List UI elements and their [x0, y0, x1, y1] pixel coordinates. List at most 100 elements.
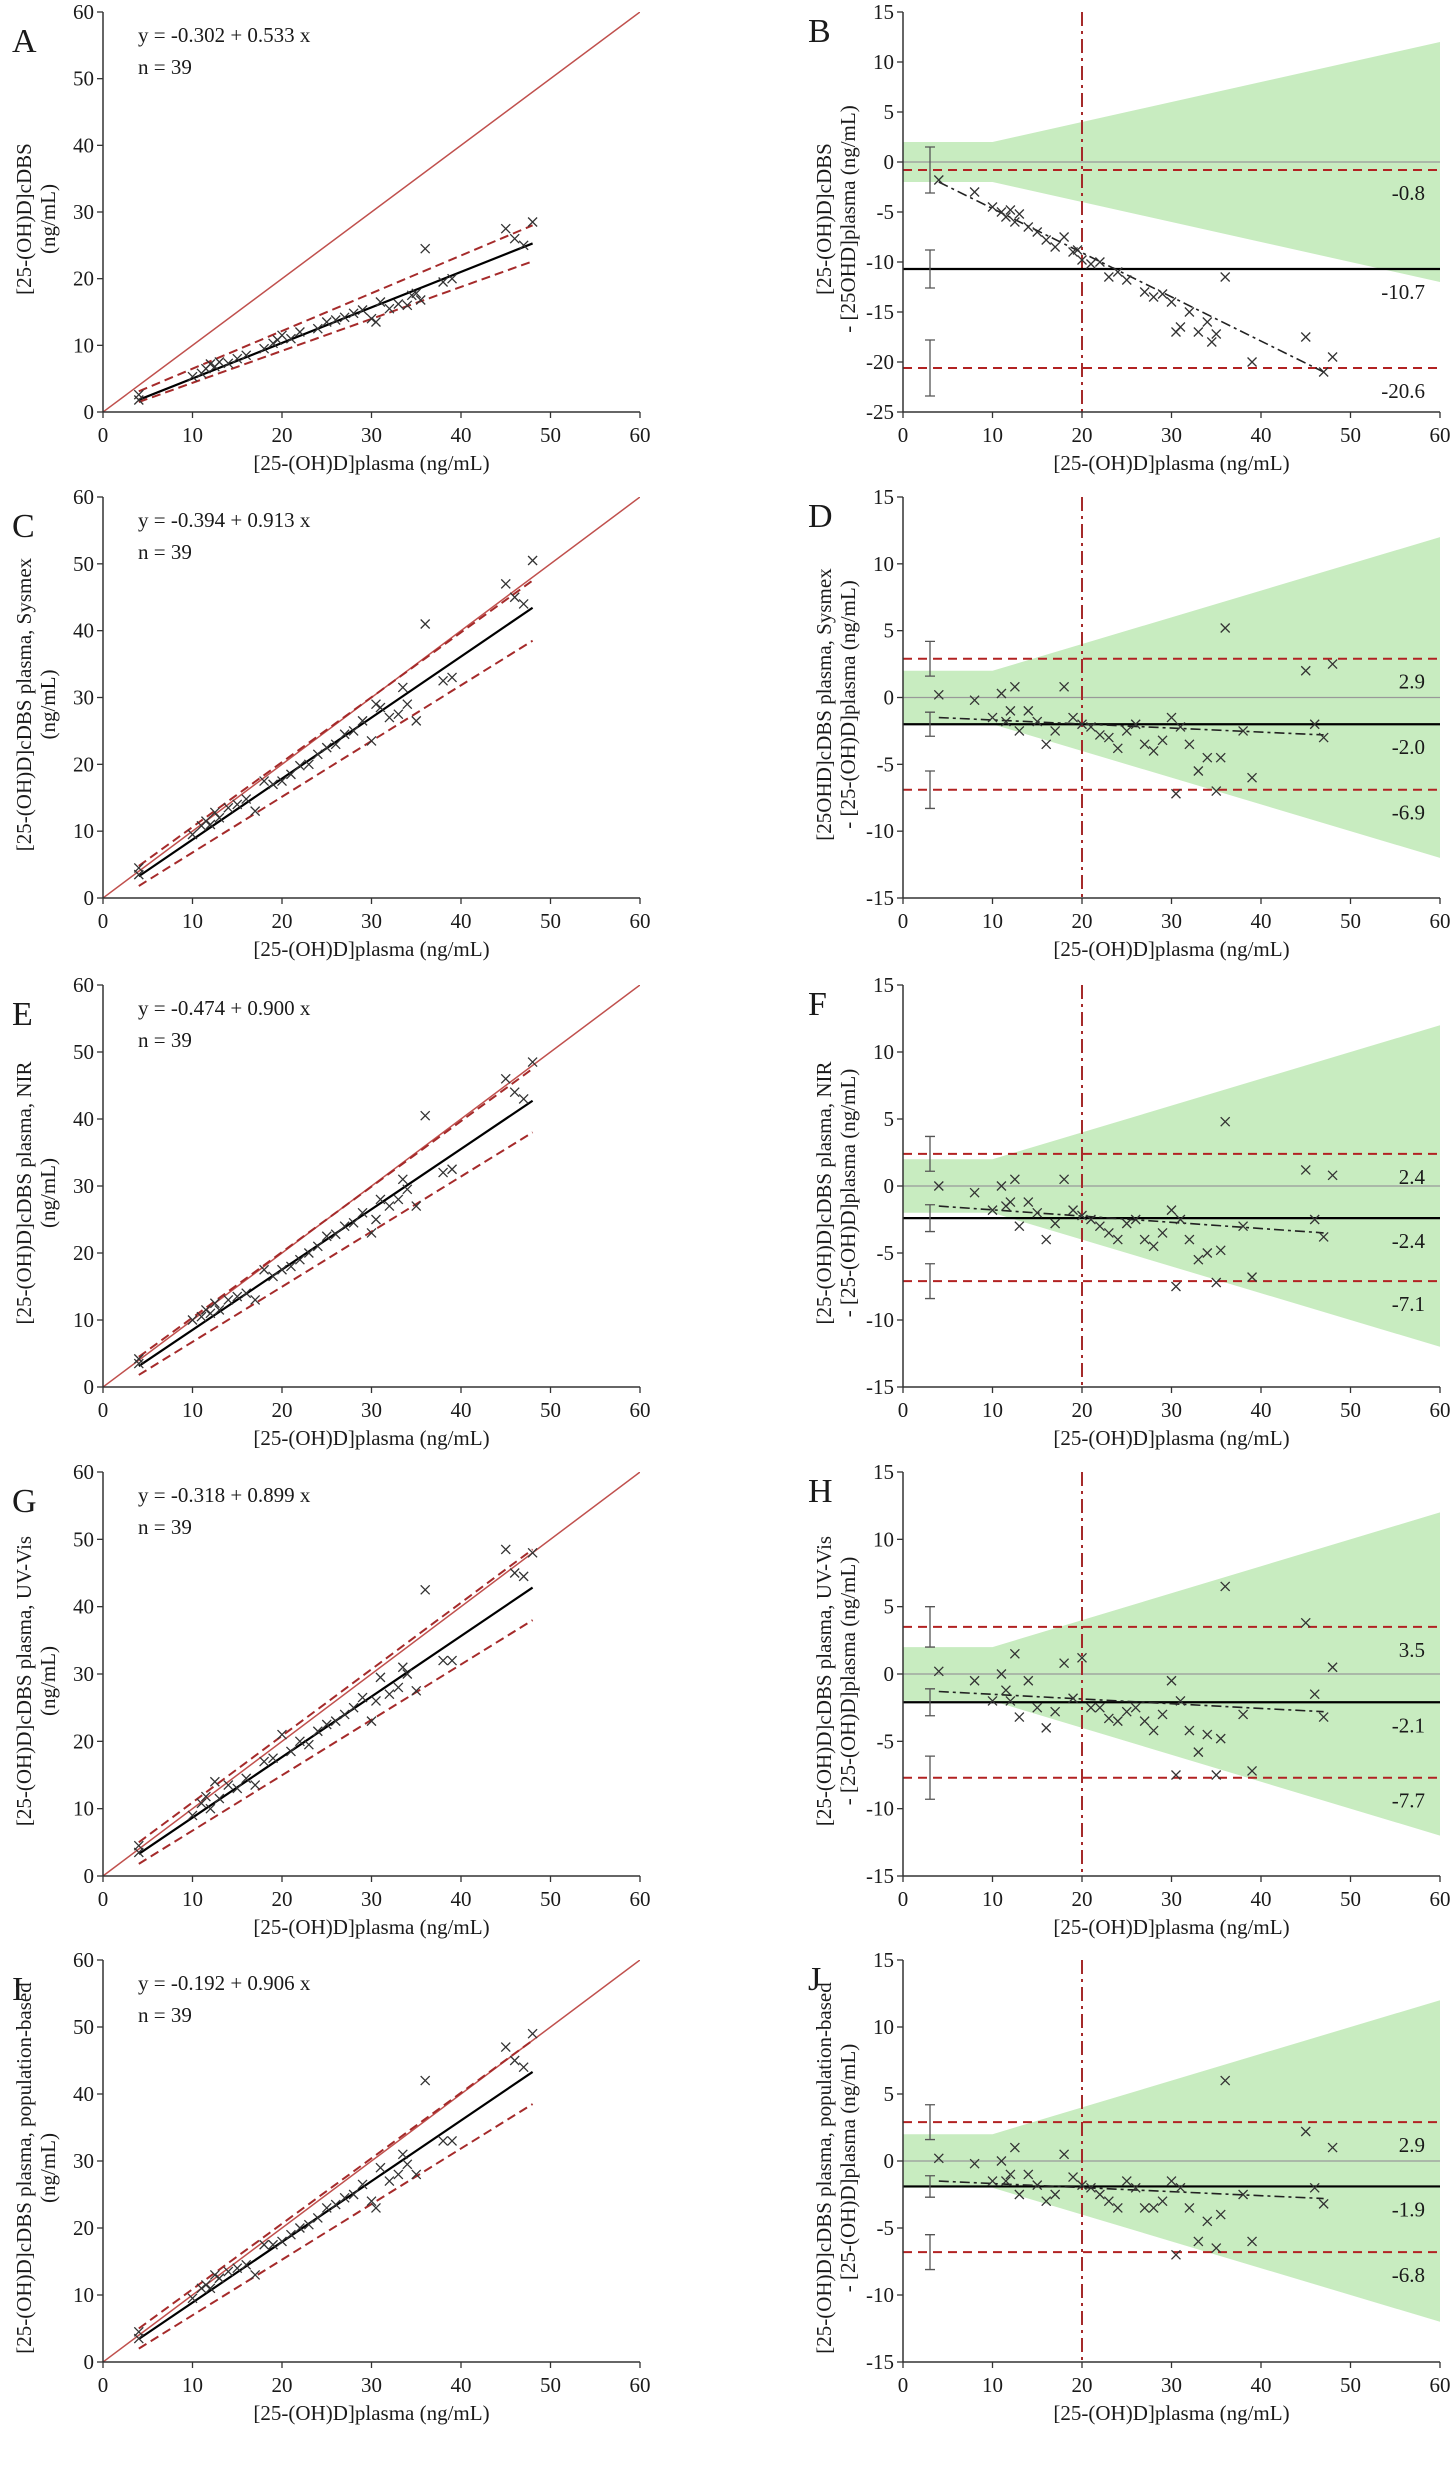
x-tick-label: 10 [182, 1887, 203, 1911]
data-point [366, 735, 377, 746]
x-tick-label: 40 [451, 423, 472, 447]
data-point [420, 1110, 431, 1121]
y-tick-label: 5 [884, 100, 895, 124]
error-bar [925, 1606, 935, 1648]
panel-f: F 0 10 20 30 40 50 60 -15 -10 -5 0 5 10 15 [25-(OH)D]pl… [808, 973, 1450, 1450]
data-point [366, 1227, 377, 1238]
data-point [357, 715, 368, 726]
data-point [1139, 1716, 1150, 1727]
y-tick-label: -5 [877, 2216, 895, 2240]
y-tick-label: 0 [84, 1375, 95, 1399]
sample-size: n = 39 [138, 55, 192, 79]
data-point [527, 1057, 538, 1068]
y-tick-label: 0 [884, 150, 895, 174]
x-tick-label: 60 [1430, 423, 1450, 447]
data-point [393, 2169, 404, 2180]
y-tick-label: -10 [866, 1308, 894, 1332]
data-point [250, 1294, 261, 1305]
x-tick-label: 10 [182, 2373, 203, 2397]
data-point [384, 2176, 395, 2187]
data-point [1130, 719, 1141, 730]
data-point [294, 1254, 305, 1265]
data-point [1206, 337, 1217, 347]
data-point [375, 2162, 386, 2173]
data-point [232, 2263, 243, 2274]
data-point [1059, 1658, 1070, 1669]
panel-label: J [808, 1961, 821, 1998]
y-tick-label: 60 [73, 0, 94, 24]
regression-equation: y = -0.318 + 0.899 x [138, 1483, 311, 1507]
data-point [241, 794, 252, 805]
error-bar [925, 1755, 935, 1800]
x-tick-label: 0 [898, 423, 909, 447]
data-point [200, 816, 211, 827]
data-point [397, 1662, 408, 1673]
ci-upper-line [138, 1548, 534, 1844]
data-point [969, 187, 980, 197]
data-point [1148, 292, 1159, 302]
data-point [241, 350, 252, 361]
data-point [294, 2223, 305, 2233]
data-point [339, 2192, 350, 2203]
data-point [375, 1194, 386, 1205]
mean-bias-label: -2.0 [1392, 735, 1425, 759]
data-point [1148, 1241, 1159, 1252]
y-axis-title: - [25-(OH)D]plasma (ng/mL) [836, 1069, 860, 1317]
data-point [1103, 1713, 1114, 1724]
data-point [402, 2159, 413, 2170]
data-point [969, 695, 980, 706]
data-point [339, 312, 350, 323]
data-point [1085, 1702, 1096, 1713]
data-point [1309, 2182, 1320, 2193]
data-point [1032, 227, 1043, 237]
regression-equation: y = -0.192 + 0.906 x [138, 1971, 311, 1995]
data-point [223, 1780, 234, 1791]
data-point [415, 295, 426, 305]
data-point [1238, 1221, 1249, 1232]
x-tick-label: 20 [272, 1398, 293, 1422]
data-point [1318, 732, 1329, 743]
data-point [1000, 212, 1011, 222]
data-point [1014, 2189, 1025, 2200]
error-bar [925, 339, 935, 397]
panel-i: I 0 10 20 30 40 50 60 0 10 20 30 40 50 60 [25-(OH)D]pla… [12, 1948, 651, 2425]
x-tick-label: 30 [361, 2373, 382, 2397]
data-point [933, 689, 944, 700]
data-point [987, 1695, 998, 1706]
data-point [1202, 752, 1213, 763]
ci-lower-line [138, 2103, 534, 2350]
data-point [1175, 1695, 1186, 1706]
data-point [1112, 743, 1123, 754]
y-tick-label: 60 [73, 485, 94, 509]
data-point [402, 1184, 413, 1195]
data-point [500, 2042, 511, 2053]
data-point [1023, 705, 1034, 716]
data-point [232, 799, 243, 810]
data-point [312, 1726, 323, 1737]
panel-label: B [808, 13, 831, 50]
x-tick-label: 0 [98, 1887, 109, 1911]
y-tick-label: 40 [73, 1107, 94, 1131]
data-point [268, 1271, 279, 1282]
data-point [1148, 2202, 1159, 2213]
data-point [259, 343, 270, 354]
error-bar [925, 2234, 935, 2271]
y-axis-title: [25OHD]cDBS plasma, Sysmex [812, 568, 836, 841]
data-point [187, 1810, 198, 1821]
data-point [303, 1739, 314, 1750]
y-tick-label: 0 [84, 886, 95, 910]
data-point [1211, 1770, 1222, 1780]
lower-loa-label: -20.6 [1381, 379, 1425, 403]
upper-loa-label: 2.9 [1399, 2133, 1425, 2157]
y-tick-label: -25 [866, 400, 894, 424]
data-point [1215, 2209, 1226, 2220]
upper-loa-label: -0.8 [1392, 181, 1425, 205]
data-point [196, 2283, 207, 2294]
data-point [1220, 623, 1231, 633]
x-axis-title: [25-(OH)D]plasma (ng/mL) [1053, 1426, 1289, 1450]
y-axis-title: (ng/mL) [36, 2133, 60, 2203]
data-point [933, 175, 944, 185]
x-tick-label: 20 [1072, 423, 1093, 447]
panel-label: G [12, 1483, 37, 1520]
y-axis-title: [25-(OH)D]cDBS plasma, NIR [12, 1061, 36, 1324]
